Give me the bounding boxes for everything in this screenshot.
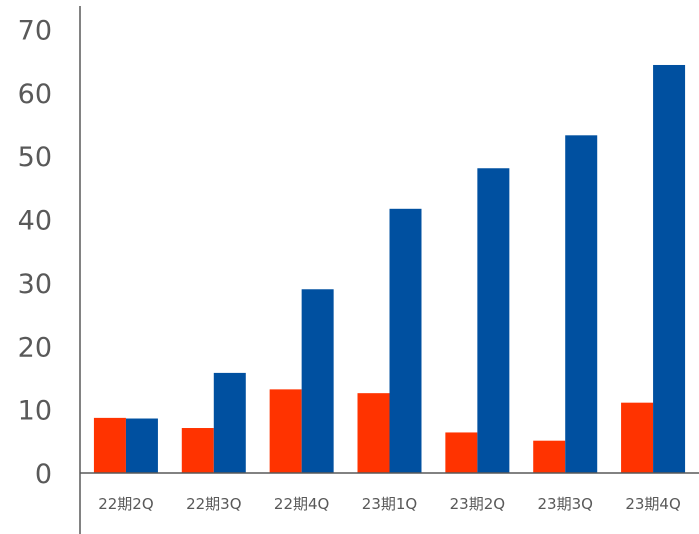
- x-tick-label: 22期4Q: [274, 495, 329, 513]
- x-axis-ticks: 22期2Q 22期3Q 22期4Q 23期1Q 23期2Q 23期3Q 23期4Q: [98, 495, 681, 513]
- x-tick-label: 23期2Q: [450, 495, 505, 513]
- bar-series-2-0: [125, 418, 158, 473]
- bar-series-1-2: [269, 389, 302, 473]
- bar-series-2-6: [653, 64, 686, 473]
- y-tick-label: 50: [18, 142, 52, 173]
- bar-series-2-2: [301, 289, 334, 473]
- y-tick-label: 60: [18, 79, 52, 110]
- bar-series-1-0: [93, 417, 126, 473]
- bars: [93, 64, 686, 473]
- bar-series-1-6: [621, 402, 654, 473]
- bar-series-1-3: [357, 393, 390, 473]
- x-tick-label: 22期2Q: [98, 495, 153, 513]
- bar-series-1-5: [533, 440, 566, 473]
- bar-series-2-4: [477, 168, 510, 473]
- bar-series-1-1: [181, 428, 214, 473]
- y-tick-label: 70: [18, 16, 52, 47]
- y-tick-label: 30: [18, 269, 52, 300]
- y-tick-label: 40: [18, 206, 52, 237]
- x-tick-label: 22期3Q: [186, 495, 241, 513]
- bar-series-2-5: [565, 135, 598, 473]
- y-tick-label: 10: [18, 396, 52, 427]
- y-tick-label: 20: [18, 332, 52, 363]
- y-tick-label: 0: [35, 459, 52, 490]
- bar-series-1-4: [445, 432, 478, 473]
- y-axis-ticks: 0 10 20 30 40 50 60 70: [18, 16, 52, 491]
- x-tick-label: 23期4Q: [625, 495, 680, 513]
- x-tick-label: 23期3Q: [537, 495, 592, 513]
- bar-series-2-1: [213, 372, 246, 473]
- bar-series-2-3: [389, 208, 422, 473]
- x-tick-label: 23期1Q: [362, 495, 417, 513]
